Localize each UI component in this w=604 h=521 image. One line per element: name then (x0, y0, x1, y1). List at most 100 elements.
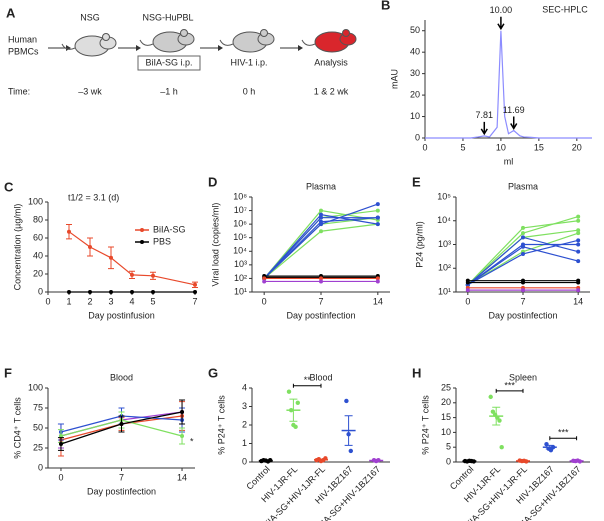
y-axis-label: % P24⁺ T cells (216, 395, 226, 455)
x-tick-label: 2 (87, 296, 92, 306)
point (88, 290, 92, 294)
point (348, 448, 353, 454)
x-tick-label: 14 (573, 296, 583, 306)
x-tick-label: 4 (129, 296, 134, 306)
y-tick-label: 0 (38, 286, 43, 296)
point (67, 229, 71, 234)
axis (455, 388, 590, 463)
error-bar (289, 398, 298, 422)
y-tick-label: 5 (446, 442, 451, 452)
point (88, 245, 92, 249)
x-tick-label: 7 (318, 296, 323, 306)
error-bar (317, 458, 325, 461)
panel-letter: G (208, 365, 218, 380)
chart-title: Plasma (306, 181, 336, 191)
point (576, 238, 581, 243)
chart-title: Blood (110, 372, 133, 382)
point (576, 231, 581, 236)
mouse (139, 29, 195, 53)
y-tick-label: 3 (242, 401, 247, 411)
legend-marker (140, 240, 144, 244)
treatment-box (137, 55, 201, 71)
x-tick-label: 15 (534, 142, 544, 152)
y-tick-label: 10⁸ (233, 191, 247, 201)
x-tick-label: 20 (572, 142, 582, 152)
point (521, 280, 525, 285)
point (295, 400, 300, 405)
point (499, 445, 504, 450)
point (521, 235, 525, 240)
x-tick-label: 0 (58, 472, 63, 482)
treatment-label: BiIA-SG i.p. (145, 57, 192, 67)
y-tick-label: 80 (33, 214, 43, 224)
point (521, 244, 525, 249)
x-tick-label: 0 (45, 296, 50, 306)
y-tick-label: 40 (410, 47, 420, 57)
y-tick-label: 25 (33, 442, 43, 452)
x-axis-label: Day postinfection (488, 310, 557, 320)
point (375, 276, 380, 281)
point (375, 279, 380, 284)
point (109, 290, 113, 294)
y-axis-label: mAU (389, 69, 399, 89)
point (130, 290, 134, 294)
time-label: Time: (8, 86, 30, 96)
y-tick-label: 50 (33, 422, 43, 432)
point (319, 229, 323, 234)
chart-title: Spleen (509, 372, 537, 382)
point (109, 255, 113, 260)
mouse (219, 29, 275, 53)
x-tick-label: 7 (520, 296, 525, 306)
significance-bar (495, 388, 524, 393)
y-tick-label: 100 (28, 382, 43, 392)
y-tick-label: 10¹ (234, 286, 247, 296)
y-tick-label: 60 (33, 232, 43, 242)
step-label: NSG (80, 12, 100, 22)
mouse (61, 33, 117, 57)
annotation-label: 10.00 (490, 5, 513, 15)
y-axis-label: Viral load (copies/ml) (210, 203, 220, 287)
x-tick-label: 14 (373, 296, 383, 306)
point (319, 208, 323, 213)
annotation-arrow (497, 16, 505, 31)
annotation-label: 7.81 (476, 110, 494, 120)
arrow-head (136, 45, 141, 51)
point (375, 208, 380, 213)
error-bar (545, 444, 554, 450)
panel-letter: B (381, 0, 390, 12)
point (576, 280, 581, 285)
x-tick-label: 1 (66, 296, 71, 306)
x-axis-label: ml (504, 156, 514, 166)
y-tick-label: 100 (28, 196, 43, 206)
y-tick-label: 10² (234, 273, 247, 283)
note: * (190, 436, 194, 446)
y-tick-label: 2 (242, 419, 247, 429)
y-tick-label: 40 (33, 250, 43, 260)
y-tick-label: 30 (410, 68, 420, 78)
arrow-head (298, 45, 303, 51)
point (497, 418, 502, 423)
panel-letter: D (208, 174, 217, 189)
y-tick-label: 10⁴ (233, 246, 247, 256)
y-tick-label: 10 (441, 427, 451, 437)
y-tick-label: 20 (33, 268, 43, 278)
point (521, 231, 525, 236)
y-tick-label: 0 (242, 456, 247, 466)
x-tick-label: 3 (108, 296, 113, 306)
point (375, 215, 380, 220)
point (130, 272, 134, 277)
axis (47, 202, 195, 293)
time-value: –1 h (160, 86, 178, 96)
x-axis-label: Day postinfection (286, 310, 355, 320)
treatment-label: HIV-1 i.p. (230, 57, 267, 67)
series-line (68, 231, 196, 286)
panel-a: A Human PBMCs NSG NSG-HuPBL BiIA-SG i.p.… (6, 5, 357, 96)
point (576, 259, 581, 264)
x-tick-label: 0 (465, 296, 470, 306)
x-tick-label: 7 (192, 296, 197, 306)
point (465, 280, 470, 285)
point (576, 249, 581, 254)
point (193, 282, 197, 287)
point (293, 424, 298, 430)
